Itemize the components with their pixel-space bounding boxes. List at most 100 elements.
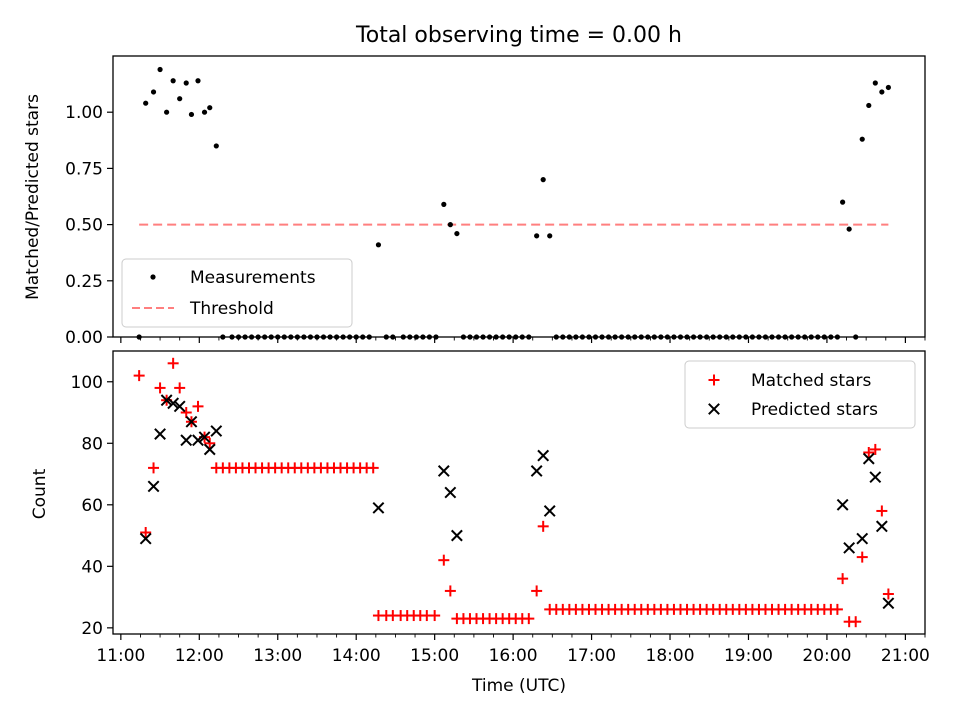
matched-star-point — [444, 585, 456, 597]
y-tick-label: 20 — [81, 619, 103, 639]
legend-x-glyph — [708, 403, 720, 415]
predicted-star-point — [173, 400, 186, 413]
predicted-star-point — [139, 532, 152, 545]
matched-star-point — [531, 585, 543, 597]
matched-star-point — [429, 610, 441, 622]
measurement-point — [170, 78, 176, 84]
predicted-stars-series — [139, 394, 895, 610]
matched-star-point — [204, 437, 216, 449]
y-axis-label: Count — [30, 468, 50, 519]
y-tick-label: 0.75 — [65, 159, 103, 179]
measurement-point — [846, 226, 852, 232]
marker-stroke — [530, 465, 543, 477]
y-tick-label: 80 — [81, 434, 103, 454]
matched-star-point — [850, 616, 862, 628]
legend-marker-plus — [708, 374, 720, 386]
marker-stroke — [537, 449, 550, 462]
matched-star-point — [367, 462, 379, 474]
y-tick-label: 100 — [71, 373, 103, 393]
matched-star-point — [174, 382, 186, 394]
measurement-point — [540, 177, 546, 183]
predicted-star-point — [843, 541, 856, 554]
x-tick-label: 19:00 — [724, 646, 773, 666]
matched-star-point — [523, 613, 535, 625]
legend-label: Matched stars — [751, 371, 871, 391]
legend-box — [684, 360, 916, 429]
measurement-point — [183, 80, 189, 86]
measurement-point — [859, 136, 865, 142]
x-tick-label: 11:00 — [96, 646, 145, 666]
predicted-star-point — [198, 431, 211, 444]
predicted-star-point — [203, 443, 216, 456]
measurement-point — [177, 96, 183, 102]
legend-box — [121, 258, 353, 328]
legend: Measurements Threshold — [121, 258, 353, 328]
measurement-point — [188, 111, 195, 118]
plot-frame — [112, 55, 926, 338]
measurement-point — [150, 89, 157, 95]
predicted-star-point — [530, 465, 543, 477]
marker-stroke — [210, 425, 223, 437]
x-tick-label: 12:00 — [175, 646, 224, 666]
predicted-star-point — [856, 532, 869, 545]
measurement-point — [840, 199, 846, 205]
y-tick-label: 0.50 — [65, 216, 103, 236]
measurement-point — [441, 201, 447, 207]
measurement-point — [195, 78, 201, 84]
x-tick-label: 18:00 — [646, 646, 695, 666]
matched-star-point — [133, 370, 145, 382]
measurement-point — [213, 143, 219, 149]
y-tick-label: 40 — [81, 557, 103, 577]
plot-frame — [112, 350, 926, 635]
matched-star-point — [167, 357, 179, 369]
x-tick-label: 14:00 — [332, 646, 381, 666]
marker-stroke — [843, 541, 856, 554]
matched-star-point — [180, 407, 192, 419]
predicted-star-point — [450, 529, 463, 542]
marker-stroke — [192, 434, 204, 447]
marker-stroke — [180, 434, 193, 447]
matched-star-point — [438, 554, 450, 566]
matched-star-point — [148, 462, 160, 474]
y-axis-label: Matched/Predicted stars — [23, 94, 43, 300]
legend-plus-glyph — [708, 374, 720, 386]
marker-stroke — [836, 498, 849, 511]
measurement-point — [879, 89, 885, 95]
y-tick-label: 0.00 — [65, 328, 103, 348]
marker-stroke — [198, 431, 211, 444]
matched-star-point — [869, 443, 881, 455]
predicted-star-point — [537, 449, 550, 462]
matched-star-point — [876, 505, 888, 517]
predicted-star-point — [862, 452, 875, 465]
predicted-star-point — [372, 501, 385, 514]
legend-marker-dot — [150, 274, 156, 280]
legend-marker-x — [708, 403, 720, 415]
marker-stroke — [167, 397, 180, 410]
marker-stroke — [869, 471, 882, 484]
marker-stroke — [139, 532, 152, 545]
measurement-point — [454, 230, 460, 237]
marker-stroke — [437, 465, 450, 477]
predicted-star-point — [160, 394, 173, 407]
predicted-star-point — [147, 480, 160, 493]
matched-star-point — [863, 447, 875, 459]
x-tick-label: 15:00 — [410, 646, 459, 666]
predicted-star-point — [437, 465, 450, 477]
measurement-point — [143, 100, 149, 106]
predicted-star-point — [543, 505, 556, 517]
x-tick-label: 20:00 — [802, 646, 851, 666]
matched-star-point — [831, 603, 843, 615]
matched-star-point — [537, 520, 549, 532]
marker-stroke — [450, 529, 463, 542]
predicted-star-point — [167, 397, 180, 410]
legend-label: Threshold — [189, 299, 274, 319]
marker-stroke — [875, 520, 888, 533]
x-tick-label: 21:00 — [881, 646, 930, 666]
predicted-star-point — [154, 428, 166, 440]
ratio-panel: Total observing time = 0.00 h Matched/Pr… — [23, 23, 926, 348]
marker-stroke — [147, 480, 160, 493]
marker-stroke — [708, 403, 720, 415]
marker-stroke — [173, 400, 186, 413]
